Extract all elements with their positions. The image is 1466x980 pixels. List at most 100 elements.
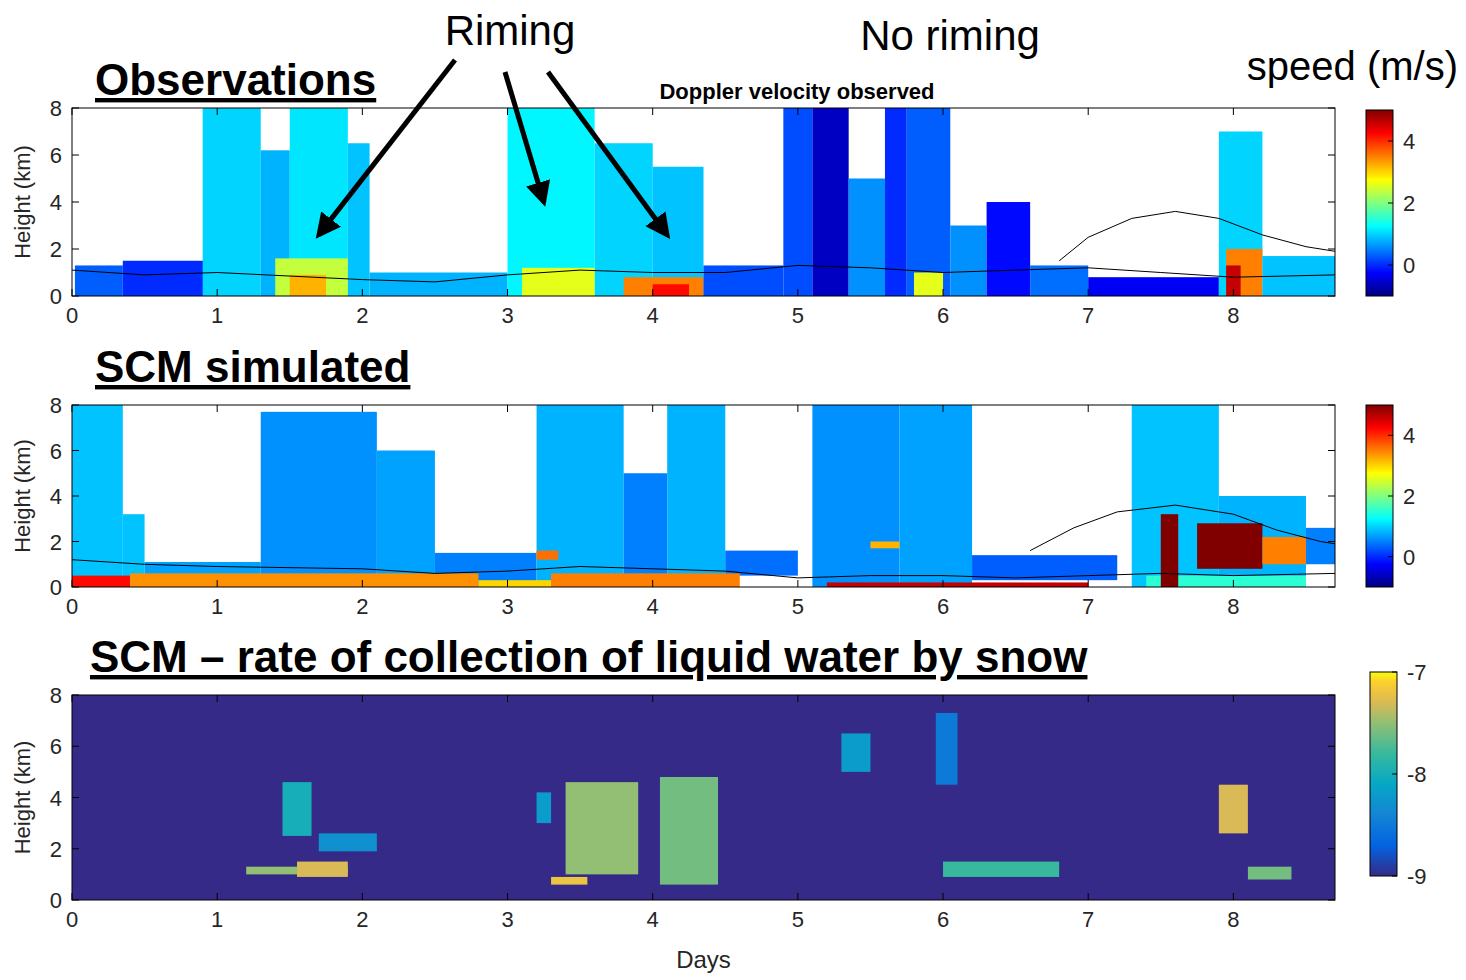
cell — [537, 792, 552, 823]
contour — [1059, 211, 1335, 260]
cell — [566, 782, 639, 874]
y-tick — [1328, 496, 1335, 497]
annotation-arrow — [319, 60, 455, 235]
x-tick — [507, 289, 508, 296]
x-tick — [217, 108, 218, 115]
colorbar-tick — [1388, 203, 1393, 204]
cell — [75, 265, 123, 296]
y-tick-label: 4 — [50, 786, 62, 811]
x-tick — [1088, 108, 1089, 115]
y-tick — [1328, 155, 1335, 156]
frame — [72, 108, 1335, 296]
cell — [203, 108, 261, 296]
panel-title: SCM – rate of collection of liquid water… — [90, 632, 1088, 681]
cell — [130, 573, 478, 587]
cell — [907, 108, 951, 296]
colorbar-tick — [1388, 265, 1393, 266]
cell — [1262, 537, 1306, 564]
x-tick-label: 2 — [356, 594, 368, 619]
x-tick — [362, 580, 363, 587]
x-tick — [652, 580, 653, 587]
y-tick — [72, 541, 79, 542]
x-tick — [797, 695, 798, 702]
cell — [551, 573, 740, 587]
x-tick — [797, 108, 798, 115]
x-tick — [1233, 405, 1234, 412]
y-tick — [1328, 202, 1335, 203]
cell — [1306, 528, 1335, 564]
cell — [508, 108, 595, 296]
x-tick — [217, 405, 218, 412]
cell — [827, 582, 1088, 587]
x-tick — [1233, 893, 1234, 900]
y-tick — [72, 296, 79, 297]
y-tick — [72, 695, 79, 696]
x-tick — [1088, 289, 1089, 296]
cell — [261, 412, 377, 587]
cell — [812, 108, 848, 296]
panel-title: SCM simulated — [95, 342, 410, 391]
cell — [914, 273, 943, 297]
cell — [841, 733, 870, 771]
panel: 01234567802468Height (km)ObservationsDop… — [10, 7, 1458, 328]
y-tick — [1328, 108, 1335, 109]
y-axis-title: Height (km) — [10, 145, 35, 259]
x-tick — [797, 893, 798, 900]
x-tick-label: 6 — [937, 594, 949, 619]
x-tick-label: 7 — [1082, 907, 1094, 932]
x-tick — [797, 289, 798, 296]
annotation: Riming — [445, 7, 576, 54]
cell — [319, 833, 377, 851]
y-tick — [72, 155, 79, 156]
cell — [123, 261, 206, 296]
x-tick — [797, 580, 798, 587]
y-tick — [72, 249, 79, 250]
y-tick — [1328, 296, 1335, 297]
y-tick-label: 6 — [50, 734, 62, 759]
cell — [1226, 265, 1241, 296]
cell — [72, 695, 1335, 900]
x-tick — [652, 695, 653, 702]
cell — [478, 580, 551, 587]
x-tick — [1233, 108, 1234, 115]
x-tick-label: 7 — [1082, 303, 1094, 328]
cell — [1088, 277, 1219, 296]
y-tick — [72, 496, 79, 497]
cell — [1197, 523, 1262, 569]
y-tick — [1328, 587, 1335, 588]
colorbar-tick — [1388, 435, 1393, 436]
subtitle: Doppler velocity observed — [659, 79, 934, 104]
cell — [1161, 514, 1178, 587]
x-tick — [1233, 289, 1234, 296]
y-tick-label: 0 — [50, 575, 62, 600]
annotation: No riming — [860, 12, 1040, 59]
cell — [624, 277, 704, 296]
y-tick-label: 0 — [50, 284, 62, 309]
cell — [812, 405, 899, 587]
cell — [537, 405, 624, 587]
frame — [72, 695, 1335, 900]
colorbar-tick-label: -8 — [1407, 762, 1427, 787]
cell — [972, 555, 1117, 580]
x-tick-label: 0 — [66, 594, 78, 619]
colorbar — [1366, 110, 1393, 296]
cell — [870, 542, 899, 549]
x-tick — [72, 289, 73, 296]
x-tick-label: 1 — [211, 303, 223, 328]
x-tick — [362, 289, 363, 296]
y-tick — [1328, 405, 1335, 406]
x-tick — [943, 289, 944, 296]
cell — [1219, 132, 1263, 297]
cell — [1030, 265, 1088, 296]
data-group — [72, 695, 1335, 900]
cell — [783, 108, 812, 296]
figure: 01234567802468Height (km)ObservationsDop… — [0, 0, 1466, 980]
cell — [1248, 867, 1292, 880]
x-tick-label: 0 — [66, 907, 78, 932]
x-tick-label: 2 — [356, 907, 368, 932]
x-tick-label: 4 — [647, 303, 659, 328]
panel-title: Observations — [95, 55, 376, 104]
y-tick — [1328, 249, 1335, 250]
colorbar-tick — [1388, 141, 1393, 142]
x-tick — [72, 580, 73, 587]
